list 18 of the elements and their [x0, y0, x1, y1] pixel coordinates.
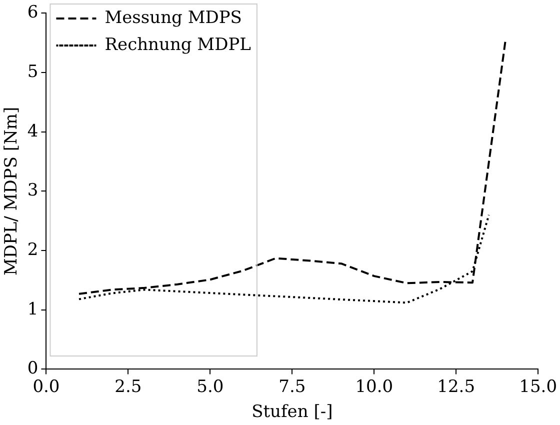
y-axis-title: MDPL/ MDPS [Nm]	[2, 106, 22, 276]
y-tick-label: 0	[27, 358, 38, 379]
x-tick-label: 15.0	[519, 376, 558, 397]
y-tick-label: 1	[27, 299, 38, 320]
x-tick-label: 7.5	[278, 376, 306, 397]
y-tick-label: 6	[27, 2, 38, 23]
x-tick-label: 0.0	[32, 376, 60, 397]
x-tick-label: 5.0	[196, 376, 224, 397]
y-tick-label: 4	[27, 121, 38, 142]
y-tick-label: 2	[27, 240, 38, 260]
x-axis-title: Stufen [-]	[252, 402, 333, 422]
x-tick-label: 10.0	[355, 376, 394, 397]
legend-label: Rechnung MDPL	[104, 34, 251, 55]
x-tick-label: 2.5	[114, 376, 142, 397]
y-tick-label: 5	[27, 62, 38, 82]
y-tick-label: 3	[27, 180, 38, 201]
x-tick-label: 12.5	[437, 376, 476, 397]
legend-label: Messung MDPS	[104, 8, 242, 28]
